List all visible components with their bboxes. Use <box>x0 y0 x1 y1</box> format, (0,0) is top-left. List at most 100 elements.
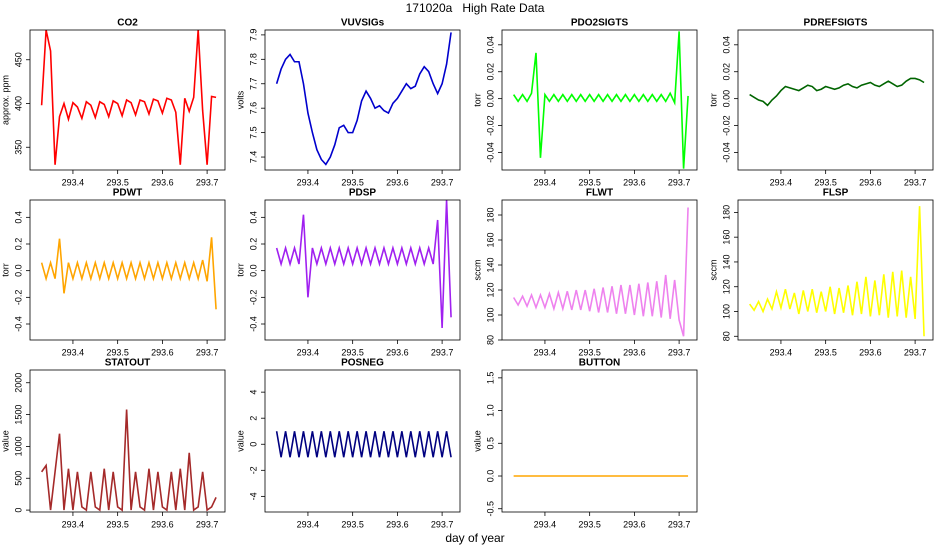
plot-frame <box>29 29 226 171</box>
y-tick-label: 0.4 <box>13 211 23 224</box>
y-tick-label: 0.2 <box>248 238 258 251</box>
x-tick-label: 293.5 <box>341 347 364 357</box>
y-tick-label: 120 <box>485 282 495 297</box>
x-tick-label: 293.7 <box>668 519 691 529</box>
y-tick-label: 140 <box>485 257 495 272</box>
y-tick-label: 0 <box>13 508 23 513</box>
plot-frame <box>264 369 461 513</box>
y-tick-label: 1000 <box>13 436 23 456</box>
x-tick-label: 293.6 <box>859 177 882 187</box>
x-tick-label: 293.5 <box>106 347 129 357</box>
y-tick-label: 0.0 <box>485 470 495 483</box>
panel-title: FLWT <box>586 188 613 199</box>
y-axis-label: torr <box>235 263 245 277</box>
plot-frame <box>264 199 461 341</box>
y-tick-label: -0.2 <box>13 290 23 306</box>
y-tick-label: 1.5 <box>485 372 495 385</box>
x-tick-label: 293.6 <box>623 519 646 529</box>
x-tick-label: 293.4 <box>534 347 557 357</box>
y-tick-label: 1500 <box>13 405 23 425</box>
x-tick-label: 293.7 <box>668 177 691 187</box>
y-axis-label: value <box>235 430 245 452</box>
y-axis-label: value <box>472 430 482 452</box>
y-axis-label: torr <box>0 263 10 277</box>
x-tick-label: 293.5 <box>341 177 364 187</box>
plot-area <box>40 237 217 310</box>
y-tick-label: 0.04 <box>485 36 495 54</box>
plot-frame <box>501 199 698 341</box>
x-tick-label: 293.4 <box>534 519 557 529</box>
plot-frame <box>501 29 698 171</box>
y-tick-label: 0.00 <box>721 90 731 108</box>
y-tick-label: 400 <box>13 96 23 111</box>
panel-title: FLSP <box>823 188 849 199</box>
plot-frame <box>501 369 698 513</box>
y-tick-label: 100 <box>485 307 495 322</box>
x-tick-label: 293.6 <box>151 177 174 187</box>
plot-area <box>512 207 689 337</box>
y-tick-label: 180 <box>721 205 731 220</box>
x-tick-label: 293.4 <box>297 177 320 187</box>
y-tick-label: 500 <box>13 471 23 486</box>
y-tick-label: -0.5 <box>485 501 495 517</box>
x-tick-label: 293.7 <box>668 347 691 357</box>
panel-title: PDSP <box>349 188 377 199</box>
y-tick-label: -4 <box>248 492 258 500</box>
y-tick-label: 0 <box>248 442 258 447</box>
x-tick-label: 293.7 <box>431 177 454 187</box>
data-line <box>275 431 452 458</box>
x-tick-label: 293.4 <box>297 347 320 357</box>
y-tick-label: 0.2 <box>13 238 23 251</box>
y-tick-label: -0.04 <box>485 142 495 163</box>
data-line <box>748 206 925 337</box>
y-tick-label: 7.8 <box>248 53 258 66</box>
x-tick-label: 293.6 <box>623 347 646 357</box>
x-tick-label: 293.5 <box>106 519 129 529</box>
data-line <box>40 30 217 165</box>
y-tick-label: 80 <box>485 335 495 345</box>
x-tick-label: 293.6 <box>386 347 409 357</box>
y-tick-label: 1.0 <box>485 404 495 417</box>
y-tick-label: 7.9 <box>248 29 258 42</box>
x-tick-label: 293.5 <box>341 519 364 529</box>
x-tick-label: 293.4 <box>62 347 85 357</box>
x-tick-label: 293.6 <box>386 177 409 187</box>
y-axis-label: value <box>0 430 10 452</box>
y-tick-label: -0.2 <box>248 290 258 306</box>
plot-area <box>748 206 925 337</box>
x-tick-label: 293.7 <box>904 177 927 187</box>
x-tick-label: 293.4 <box>62 177 85 187</box>
plot-area <box>749 77 925 107</box>
panel-title: POSNEG <box>341 358 384 369</box>
y-tick-label: 7.6 <box>248 102 258 115</box>
plot-frame <box>29 199 226 341</box>
y-tick-label: 100 <box>721 304 731 319</box>
x-tick-label: 293.5 <box>578 177 601 187</box>
x-tick-label: 293.7 <box>196 347 219 357</box>
x-tick-label: 293.6 <box>859 347 882 357</box>
y-tick-label: 7.5 <box>248 126 258 139</box>
x-tick-label: 293.5 <box>814 347 837 357</box>
x-tick-label: 293.5 <box>578 347 601 357</box>
x-tick-label: 293.7 <box>196 177 219 187</box>
plot-area <box>512 31 689 169</box>
plot-area <box>275 200 452 329</box>
plot-area <box>40 409 217 512</box>
y-tick-label: -0.4 <box>248 316 258 332</box>
y-tick-label: 120 <box>721 279 731 294</box>
y-tick-label: 160 <box>721 230 731 245</box>
y-tick-label: 0.0 <box>13 264 23 277</box>
y-tick-label: 2000 <box>13 373 23 393</box>
x-tick-label: 293.5 <box>814 177 837 187</box>
data-line <box>40 237 217 310</box>
plot-frame <box>737 199 934 341</box>
x-tick-label: 293.4 <box>534 177 557 187</box>
x-tick-label: 293.4 <box>62 519 85 529</box>
plot-area <box>275 32 452 166</box>
y-tick-label: 0.04 <box>721 36 731 54</box>
y-tick-label: 0.4 <box>248 211 258 224</box>
panel-title: PDREFSIGTS <box>804 18 868 29</box>
x-tick-label: 293.6 <box>151 347 174 357</box>
y-axis-label: sccm <box>708 260 718 281</box>
